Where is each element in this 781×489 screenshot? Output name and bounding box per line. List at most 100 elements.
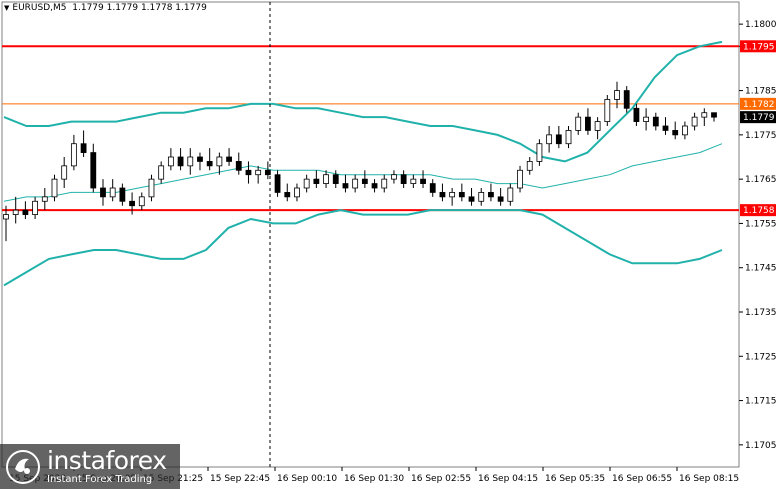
candle-body: [235, 161, 242, 171]
candle-body: [22, 209, 29, 215]
candle: [158, 161, 165, 184]
candle: [303, 174, 310, 193]
candle-body: [594, 121, 601, 131]
bollinger-upper-line: [3, 40, 723, 163]
candle-body: [497, 196, 504, 202]
candle: [594, 117, 601, 140]
candle: [255, 165, 262, 184]
candle-body: [391, 174, 397, 180]
candle: [381, 174, 388, 193]
candle: [497, 188, 504, 206]
candle-body: [80, 143, 87, 153]
candle: [90, 143, 97, 193]
x-tick-label: 16 Sep 04:15: [478, 474, 538, 484]
y-tick-label: 1.1785: [745, 87, 777, 97]
candle: [284, 183, 291, 202]
candle: [3, 205, 9, 242]
x-tick-label: 16 Sep 01:30: [344, 474, 404, 484]
candle: [614, 81, 620, 109]
candle-body: [90, 152, 97, 189]
candle-body: [449, 192, 456, 198]
candle: [662, 117, 669, 135]
candle: [61, 157, 68, 188]
candle-body: [623, 90, 630, 109]
instaforex-logo-icon: [6, 449, 40, 484]
candle: [294, 183, 300, 202]
level-badge-resistance: [740, 40, 776, 53]
candle: [206, 148, 213, 171]
candle-body: [332, 174, 339, 184]
candle-body: [517, 169, 523, 189]
candle-body: [488, 192, 494, 198]
candle: [148, 174, 155, 202]
candle-body: [187, 156, 194, 167]
candle: [80, 130, 87, 157]
candle: [371, 179, 378, 193]
candle: [711, 112, 717, 122]
candle: [32, 196, 38, 219]
candle-body: [61, 165, 68, 180]
candle: [119, 183, 126, 206]
y-tick-label: 1.1725: [745, 352, 777, 362]
candle-body: [614, 90, 620, 100]
y-tick-label: 1.1745: [745, 264, 777, 274]
candle-body: [662, 125, 669, 131]
candle-body: [478, 192, 485, 202]
candle: [701, 108, 708, 126]
symbol-name: EURUSD,M5: [12, 3, 67, 13]
candle-body: [303, 178, 310, 189]
watermark-brand: instaforex: [47, 446, 167, 475]
candle: [672, 121, 679, 140]
candle-body: [526, 161, 533, 171]
candle: [604, 95, 611, 126]
candle-body: [119, 187, 126, 202]
candle-body: [701, 112, 708, 118]
candle-body: [32, 200, 38, 215]
candle-body: [555, 134, 562, 145]
candle-body: [323, 174, 329, 184]
candle: [643, 108, 650, 131]
x-tick-label: 15 Sep 22:45: [210, 474, 270, 484]
candle: [526, 157, 533, 175]
level-badge-label: 1.1795: [743, 42, 775, 52]
candle-body: [410, 178, 417, 184]
candle-body: [643, 116, 650, 122]
candle-body: [216, 156, 223, 167]
candle: [41, 188, 48, 211]
candle: [633, 103, 640, 126]
candle: [216, 152, 223, 175]
candle: [691, 112, 698, 131]
candle: [439, 183, 446, 202]
x-tick-label: 16 Sep 06:55: [612, 474, 672, 484]
watermark: instaforex Instant Forex Trading: [0, 444, 180, 489]
candle: [332, 170, 339, 188]
candle-body: [197, 156, 203, 162]
candle: [575, 112, 582, 135]
candle-body: [206, 161, 213, 167]
candle-body: [342, 183, 349, 189]
candle: [109, 179, 116, 202]
candle: [458, 183, 465, 202]
y-tick-label: 1.1800: [745, 20, 777, 30]
candle: [51, 174, 58, 202]
candle-body: [148, 178, 155, 198]
candle-body: [226, 156, 232, 162]
candle-body: [575, 116, 582, 131]
dropdown-triangle-icon: ▼: [4, 4, 10, 12]
y-tick-label: 1.1705: [745, 441, 777, 451]
candle: [197, 152, 203, 171]
candle: [565, 126, 572, 149]
candle: [391, 170, 397, 184]
candle-body: [507, 187, 514, 202]
candle-body: [245, 169, 252, 176]
candle: [536, 139, 543, 166]
candle-body: [400, 174, 407, 184]
candle: [323, 170, 329, 188]
candle: [177, 148, 184, 171]
candle-body: [167, 156, 174, 167]
level-badge-support: [740, 204, 776, 217]
candle: [400, 170, 407, 188]
y-tick-label: 1.1775: [745, 131, 777, 141]
candle: [100, 179, 106, 206]
candle-body: [284, 192, 291, 198]
